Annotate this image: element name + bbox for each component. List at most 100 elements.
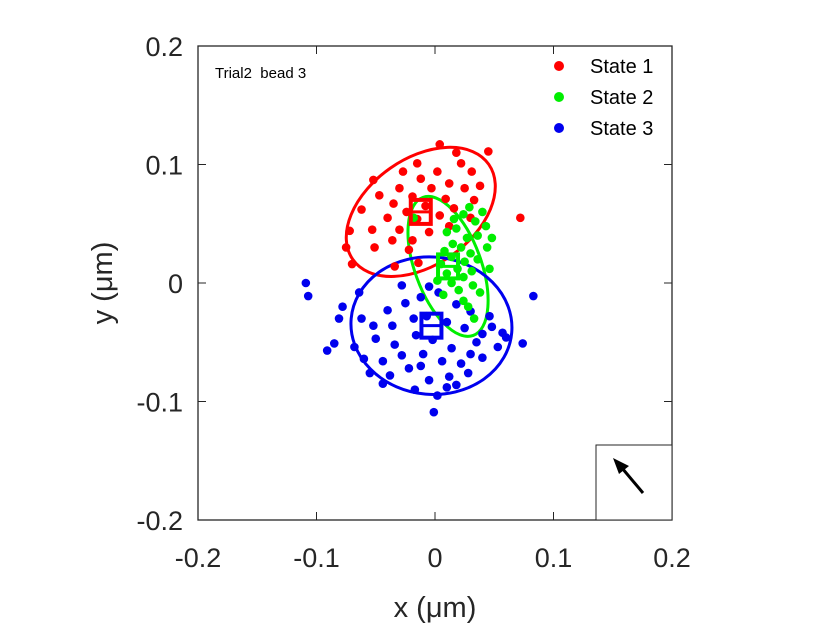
- data-point: [416, 361, 426, 371]
- data-point: [485, 264, 494, 274]
- inset-box: [595, 444, 673, 521]
- data-point: [441, 194, 450, 204]
- data-point: [350, 342, 359, 352]
- data-point: [365, 368, 375, 378]
- data-point: [459, 272, 468, 282]
- data-point: [402, 207, 411, 217]
- data-point: [329, 339, 339, 348]
- data-point: [411, 330, 421, 340]
- data-point: [462, 233, 472, 243]
- data-point: [369, 175, 378, 185]
- data-point: [418, 349, 428, 359]
- data-point: [395, 183, 404, 193]
- x-tick-label: 0.1: [535, 543, 573, 573]
- plot-area: [197, 45, 673, 521]
- data-point: [498, 328, 507, 338]
- data-point: [357, 205, 366, 214]
- data-point: [395, 225, 404, 234]
- data-point: [435, 140, 445, 149]
- x-tick-label: 0: [427, 543, 442, 573]
- inset-arrow-head-icon: [613, 458, 629, 474]
- x-tick-label: -0.2: [175, 543, 222, 573]
- data-point: [449, 214, 459, 224]
- annotation-label: Trial2 bead 3: [215, 65, 306, 82]
- data-point: [354, 288, 364, 297]
- data-point: [456, 159, 466, 168]
- data-point: [409, 314, 418, 323]
- data-point: [389, 199, 398, 208]
- data-point: [371, 334, 381, 343]
- confidence-ellipses: [344, 145, 514, 396]
- data-point: [427, 183, 436, 193]
- data-point: [485, 311, 494, 321]
- data-point: [437, 356, 447, 366]
- data-point: [416, 292, 426, 302]
- data-point: [341, 243, 351, 252]
- y-tick-label: -0.1: [136, 388, 183, 418]
- data-point: [444, 372, 454, 381]
- data-point: [397, 350, 407, 360]
- legend-marker: [554, 61, 564, 71]
- data-point: [383, 305, 392, 315]
- data-point: [401, 298, 410, 308]
- data-point: [347, 259, 357, 269]
- data-point: [473, 254, 482, 264]
- legend-marker: [554, 123, 564, 133]
- data-point: [442, 317, 452, 327]
- legend-label: State 2: [590, 87, 653, 109]
- data-point: [424, 375, 434, 385]
- data-point: [448, 239, 458, 249]
- data-point: [369, 321, 378, 330]
- y-axis-title: y (μm): [87, 242, 119, 325]
- data-point: [390, 340, 400, 349]
- data-point: [397, 281, 407, 290]
- data-point: [390, 262, 400, 271]
- x-tick-label: -0.1: [293, 543, 340, 573]
- ellipse-state-2: [406, 194, 490, 338]
- data-point: [421, 201, 430, 211]
- data-point: [412, 159, 422, 168]
- data-point: [303, 291, 313, 301]
- data-point: [456, 243, 466, 252]
- data-point: [452, 380, 461, 390]
- legend-marker: [554, 92, 564, 102]
- data-point: [478, 329, 487, 339]
- data-point: [410, 385, 420, 394]
- data-point: [475, 288, 485, 297]
- data-point: [487, 322, 497, 332]
- x-axis-title: x (μm): [394, 592, 477, 624]
- data-point: [385, 371, 395, 380]
- data-point: [475, 181, 485, 191]
- legend-label: State 3: [590, 118, 653, 140]
- inset-arrow-shaft: [620, 467, 645, 494]
- data-point: [468, 281, 478, 290]
- data-point: [433, 167, 442, 176]
- legend-label: State 1: [590, 56, 653, 78]
- data-point: [359, 354, 369, 364]
- data-point: [414, 258, 423, 268]
- data-point: [470, 217, 480, 226]
- data-point: [460, 183, 469, 193]
- y-tick-label: 0.2: [145, 32, 183, 62]
- data-point: [459, 209, 468, 219]
- data-point: [493, 342, 503, 352]
- data-point: [473, 231, 482, 240]
- data-point: [529, 291, 538, 301]
- data-point: [463, 368, 473, 378]
- data-point: [482, 243, 492, 252]
- data-point: [452, 148, 461, 157]
- data-point: [487, 233, 497, 243]
- data-point: [357, 314, 366, 323]
- data-point: [484, 147, 493, 156]
- data-point: [460, 257, 469, 266]
- data-point: [367, 225, 377, 234]
- data-point: [452, 224, 461, 233]
- data-point: [478, 353, 487, 362]
- data-point: [444, 179, 454, 188]
- data-point: [345, 226, 354, 236]
- data-point: [338, 302, 347, 312]
- data-point: [388, 321, 397, 330]
- data-point: [442, 382, 452, 392]
- x-tick-labels: -0.2 -0.1 0 0.1 0.2: [175, 543, 691, 573]
- data-point: [435, 211, 445, 220]
